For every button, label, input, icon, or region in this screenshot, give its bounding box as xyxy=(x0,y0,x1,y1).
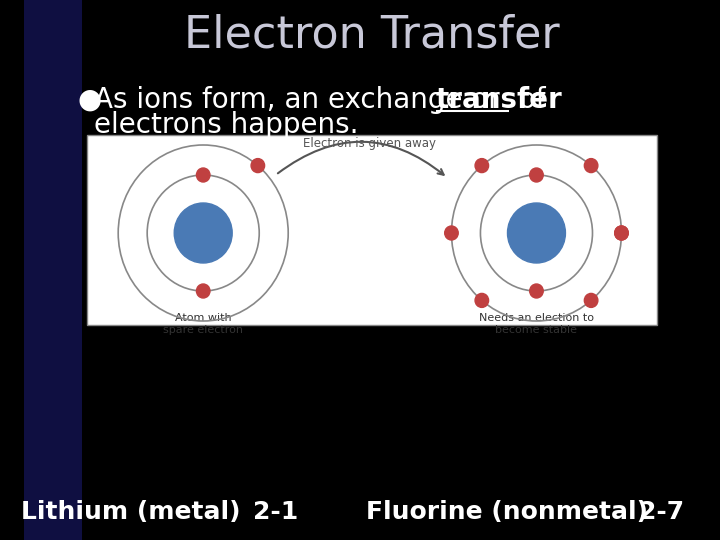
Text: 2-1: 2-1 xyxy=(253,500,298,524)
Text: As ions form, an exchange or: As ions form, an exchange or xyxy=(94,86,508,114)
Text: Needs an election to
become stable: Needs an election to become stable xyxy=(479,313,594,335)
Circle shape xyxy=(530,168,543,182)
Text: 2-7: 2-7 xyxy=(639,500,685,524)
FancyBboxPatch shape xyxy=(87,135,657,325)
Text: Electron Transfer: Electron Transfer xyxy=(184,14,560,57)
Circle shape xyxy=(475,293,489,307)
Circle shape xyxy=(585,293,598,307)
Circle shape xyxy=(445,226,458,240)
Circle shape xyxy=(174,203,232,263)
Circle shape xyxy=(530,284,543,298)
Text: Lithium (metal): Lithium (metal) xyxy=(21,500,240,524)
FancyBboxPatch shape xyxy=(24,0,83,540)
Text: Atom with
spare electron: Atom with spare electron xyxy=(163,313,243,335)
Circle shape xyxy=(615,226,629,240)
Circle shape xyxy=(508,203,565,263)
Text: electrons happens.: electrons happens. xyxy=(94,111,359,139)
Circle shape xyxy=(251,159,265,173)
Text: of: of xyxy=(510,86,546,114)
Circle shape xyxy=(615,226,629,240)
Text: transfer: transfer xyxy=(436,86,563,114)
Circle shape xyxy=(197,168,210,182)
Text: ●: ● xyxy=(78,86,102,114)
Circle shape xyxy=(585,159,598,173)
Text: Fluorine (nonmetal): Fluorine (nonmetal) xyxy=(366,500,649,524)
Circle shape xyxy=(475,159,489,173)
Text: Electron is given away: Electron is given away xyxy=(303,137,436,150)
Circle shape xyxy=(197,284,210,298)
